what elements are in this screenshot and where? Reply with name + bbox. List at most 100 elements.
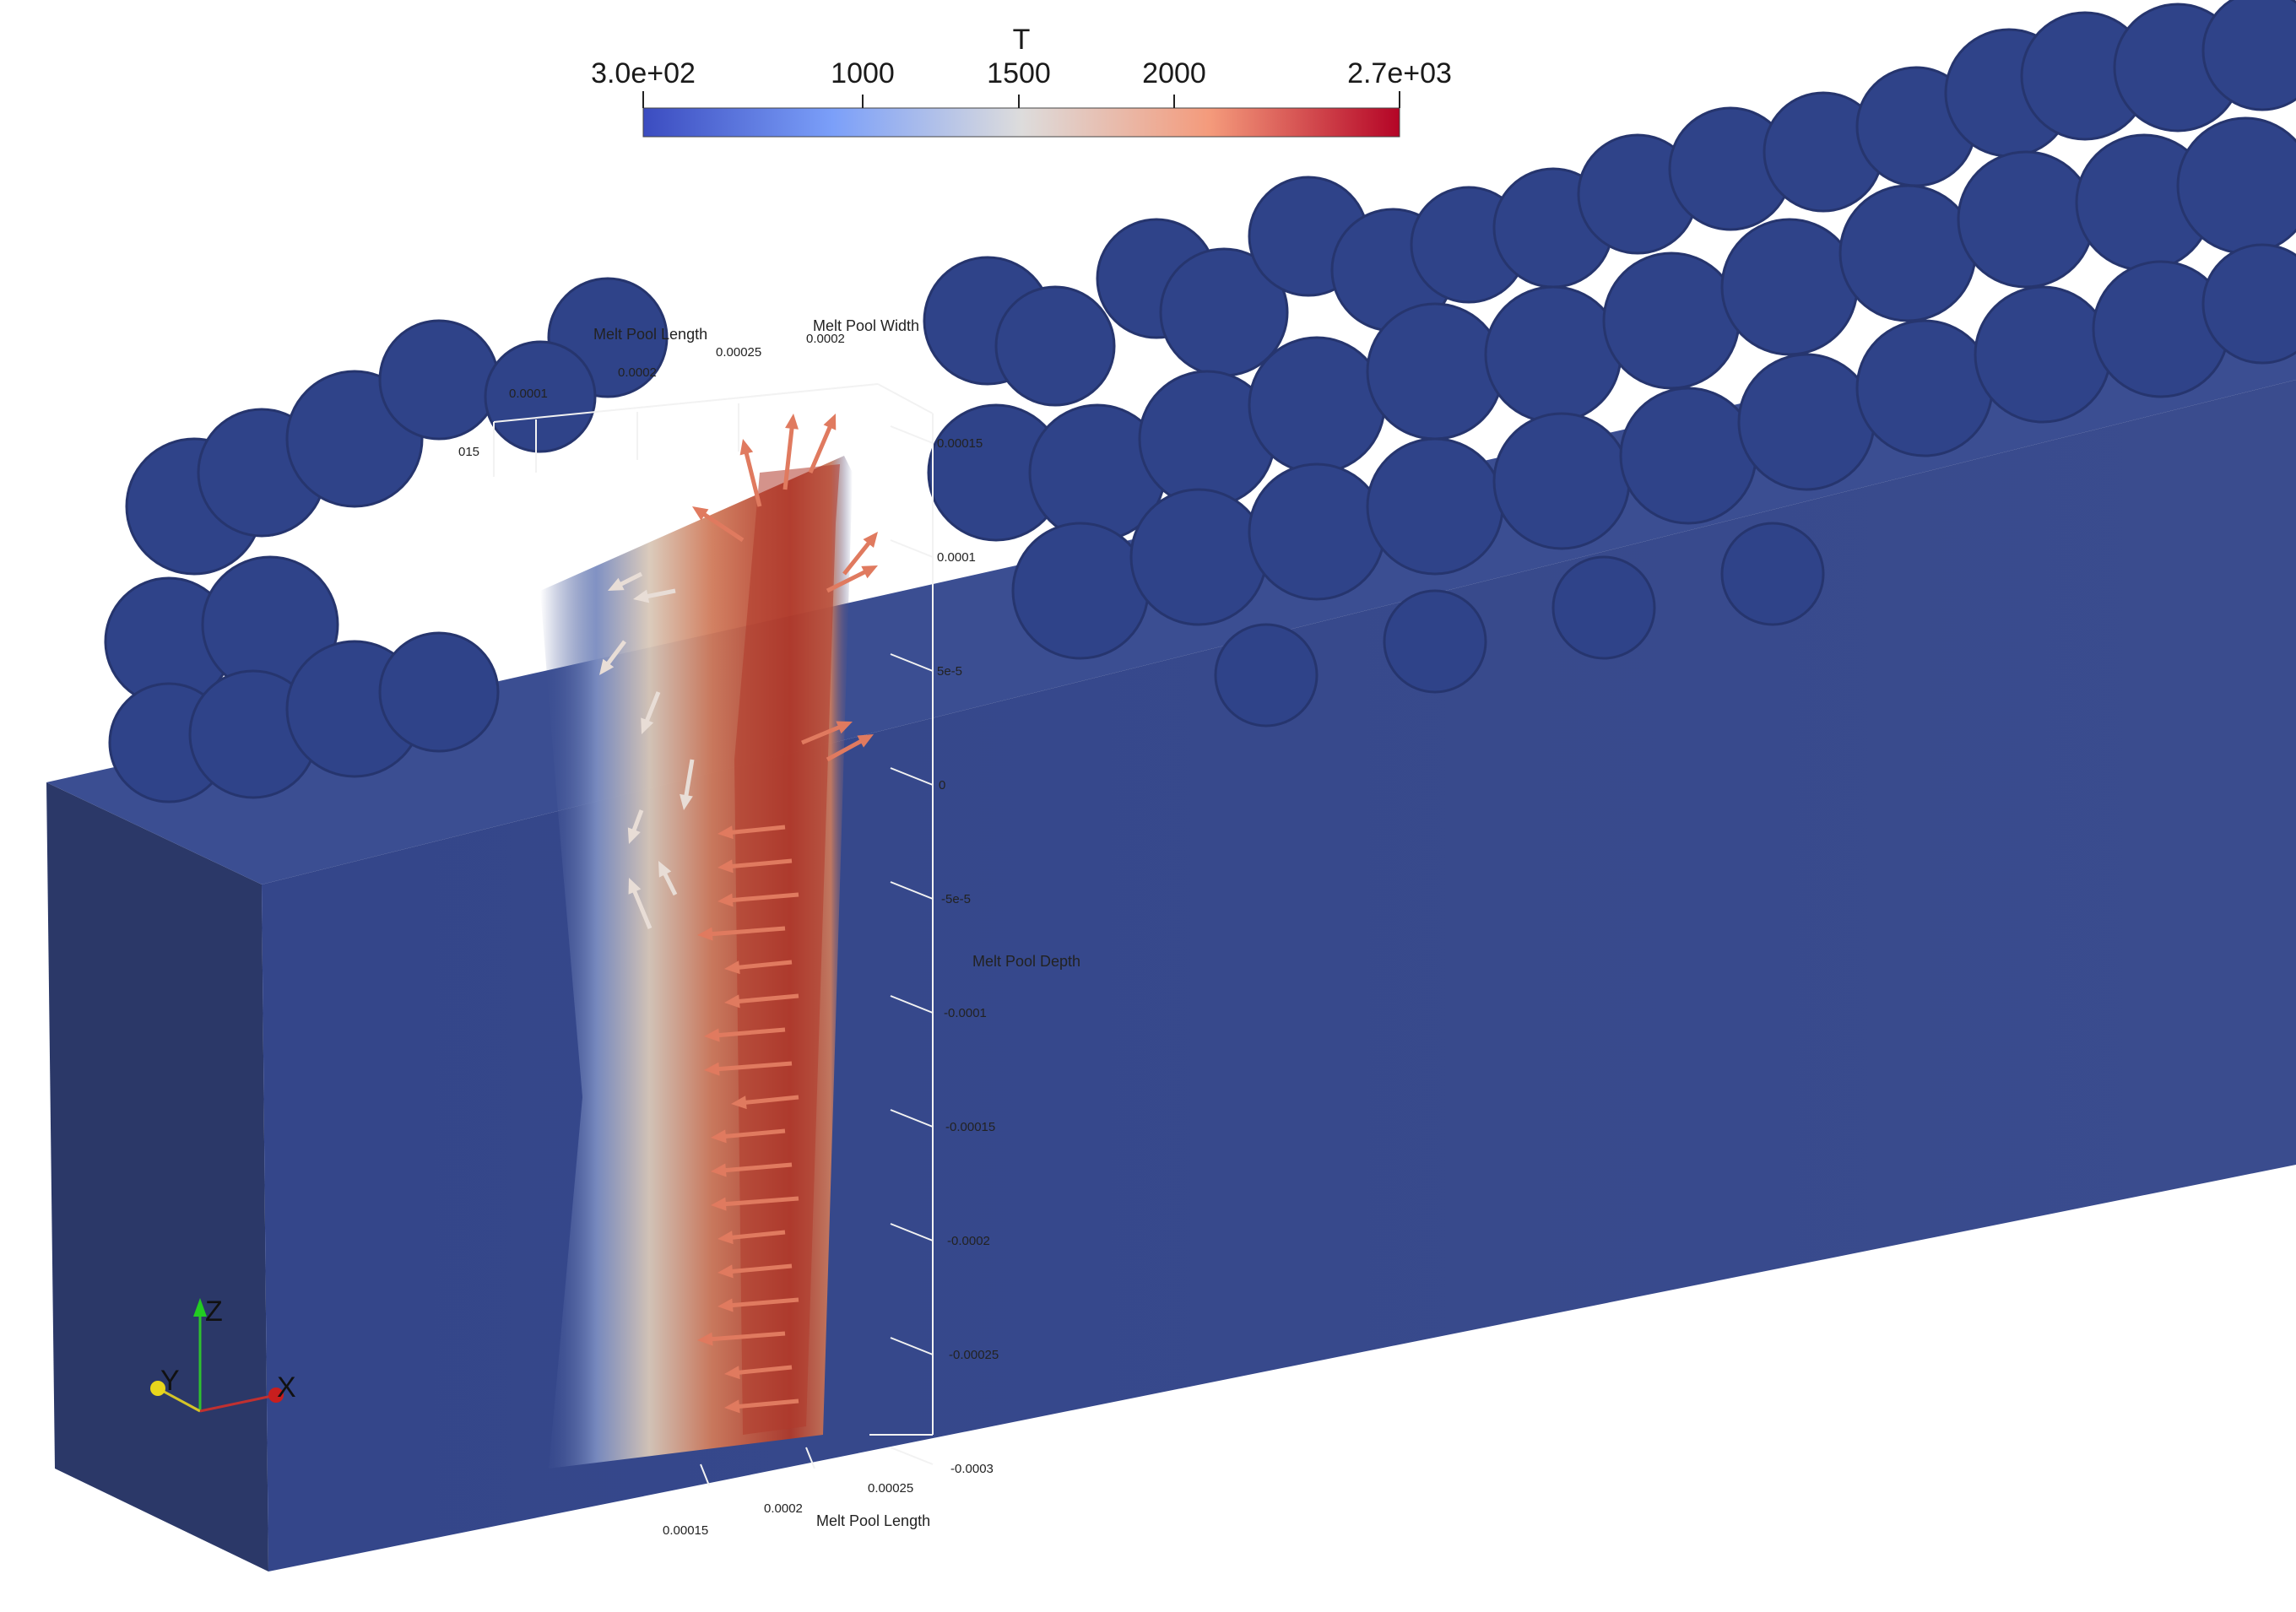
velocity-arrow (801, 721, 853, 745)
width-axis-title: Melt Pool Width (813, 317, 919, 334)
colorbar-title: T (1013, 24, 1031, 56)
length-axis: 0.00015 0.0002 0.00025 Melt Pool Length (663, 1434, 933, 1538)
powder-particle (2201, 0, 2296, 111)
powder-particle (994, 285, 1116, 407)
powder-particle (1484, 285, 1622, 424)
powder-particle (1383, 589, 1487, 694)
powder-particle (2201, 243, 2296, 365)
velocity-glyphs (599, 414, 878, 1414)
velocity-arrow (731, 1095, 799, 1110)
top-axes: Melt Pool Length Melt Pool Width 0.0001 … (458, 317, 919, 459)
velocity-arrow (711, 1196, 799, 1211)
powder-particle (1366, 302, 1504, 441)
colorbar-tick-label: 1500 (987, 57, 1051, 89)
colorbar-tick-label: 2.7e+03 (1347, 57, 1452, 89)
velocity-arrow (697, 1331, 786, 1346)
powder-particle (1492, 412, 1631, 550)
length-tick-label: 0.0002 (764, 1501, 803, 1516)
depth-tick-label: -0.00015 (945, 1120, 995, 1134)
colorbar-tick-label: 2000 (1142, 57, 1206, 89)
velocity-arrow (739, 439, 762, 507)
depth-tick-label: -0.0003 (950, 1462, 994, 1476)
velocity-arrow (627, 809, 644, 844)
velocity-arrow (704, 1061, 793, 1076)
powder-particle (484, 340, 597, 453)
melt-pool (540, 456, 853, 1469)
length-tick-label: 0.00015 (663, 1523, 708, 1538)
length-tick-label: 0.00025 (868, 1481, 913, 1496)
powder-particle (2176, 116, 2296, 255)
velocity-arrow (608, 571, 643, 591)
velocity-arrow (782, 414, 799, 490)
top-length-tick-label: 0.00025 (716, 345, 761, 360)
z-axis-label: Z (205, 1296, 223, 1328)
powder-particle (1248, 336, 1386, 474)
colorbar: T 3.0e+02 1000 1500 2000 2.7e+03 (591, 24, 1452, 138)
velocity-arrow (658, 861, 678, 896)
top-length-tick-label: 0.0001 (509, 387, 548, 401)
velocity-arrow (718, 825, 786, 840)
y-axis-line (157, 1387, 201, 1413)
width-tick-label: 015 (458, 445, 479, 459)
x-axis-marker (268, 1388, 284, 1403)
length-axis-title: Melt Pool Length (816, 1512, 930, 1529)
velocity-arrow (628, 878, 653, 929)
powder-particle (1855, 319, 1994, 457)
velocity-arrow (704, 1027, 786, 1042)
velocity-arrow (808, 414, 837, 473)
y-axis-marker (150, 1381, 165, 1396)
velocity-arrow (718, 892, 799, 907)
powder-particle (1619, 387, 1757, 525)
colorbar-tick-label: 3.0e+02 (591, 57, 696, 89)
velocity-arrow (724, 993, 799, 1009)
powder-particle (1366, 437, 1504, 576)
velocity-arrow (718, 858, 793, 874)
depth-tick-label: -0.0002 (947, 1234, 990, 1248)
substrate-end-face (46, 782, 268, 1571)
velocity-arrow (641, 691, 661, 734)
velocity-arrow (724, 1398, 799, 1414)
powder-particle (1551, 555, 1656, 660)
x-axis-label: X (277, 1371, 296, 1404)
depth-tick-label: 0.0001 (937, 550, 976, 565)
velocity-arrow (692, 506, 745, 543)
powder-particle (378, 631, 500, 753)
velocity-arrow (718, 1297, 799, 1312)
powder-particle (1838, 184, 1977, 322)
powder-particle (1957, 150, 2095, 289)
velocity-arrow (724, 960, 793, 975)
melt-pool-core (734, 464, 840, 1435)
velocity-arrow (718, 1230, 786, 1245)
powder-particle (1011, 522, 1150, 660)
depth-tick-label: -5e-5 (941, 892, 971, 906)
depth-axis-title: Melt Pool Depth (972, 953, 1080, 970)
depth-tick-label: -0.00025 (949, 1348, 999, 1362)
colorbar-ticks: 3.0e+02 1000 1500 2000 2.7e+03 (591, 57, 1452, 108)
powder-particle (1720, 218, 1859, 356)
velocity-arrow (711, 1128, 786, 1144)
depth-tick-label: 0.00015 (937, 436, 983, 451)
powder-particle (1737, 353, 1876, 491)
orientation-triad: Z Y X (150, 1296, 296, 1413)
velocity-arrow (842, 532, 878, 576)
depth-tick-label: 5e-5 (937, 664, 962, 679)
powder-particle (1214, 623, 1319, 728)
powder-bed (104, 0, 2296, 803)
colorbar-tick-label: 1000 (831, 57, 895, 89)
top-length-axis-title: Melt Pool Length (593, 326, 707, 343)
velocity-arrow (724, 1365, 793, 1380)
velocity-arrow (697, 926, 786, 941)
powder-particle (1129, 488, 1268, 626)
powder-particle (1248, 463, 1386, 601)
depth-tick-label: 0 (939, 778, 945, 792)
powder-particle (1602, 252, 1741, 390)
z-axis-arrow (193, 1298, 207, 1317)
velocity-arrow (826, 734, 874, 762)
velocity-arrow (633, 588, 676, 603)
y-axis-label: Y (160, 1365, 180, 1397)
x-axis-line (199, 1393, 277, 1413)
depth-tick-label: -0.0001 (944, 1006, 987, 1020)
axes-frame (493, 383, 934, 1435)
width-tick-label: 0.0002 (806, 332, 845, 346)
